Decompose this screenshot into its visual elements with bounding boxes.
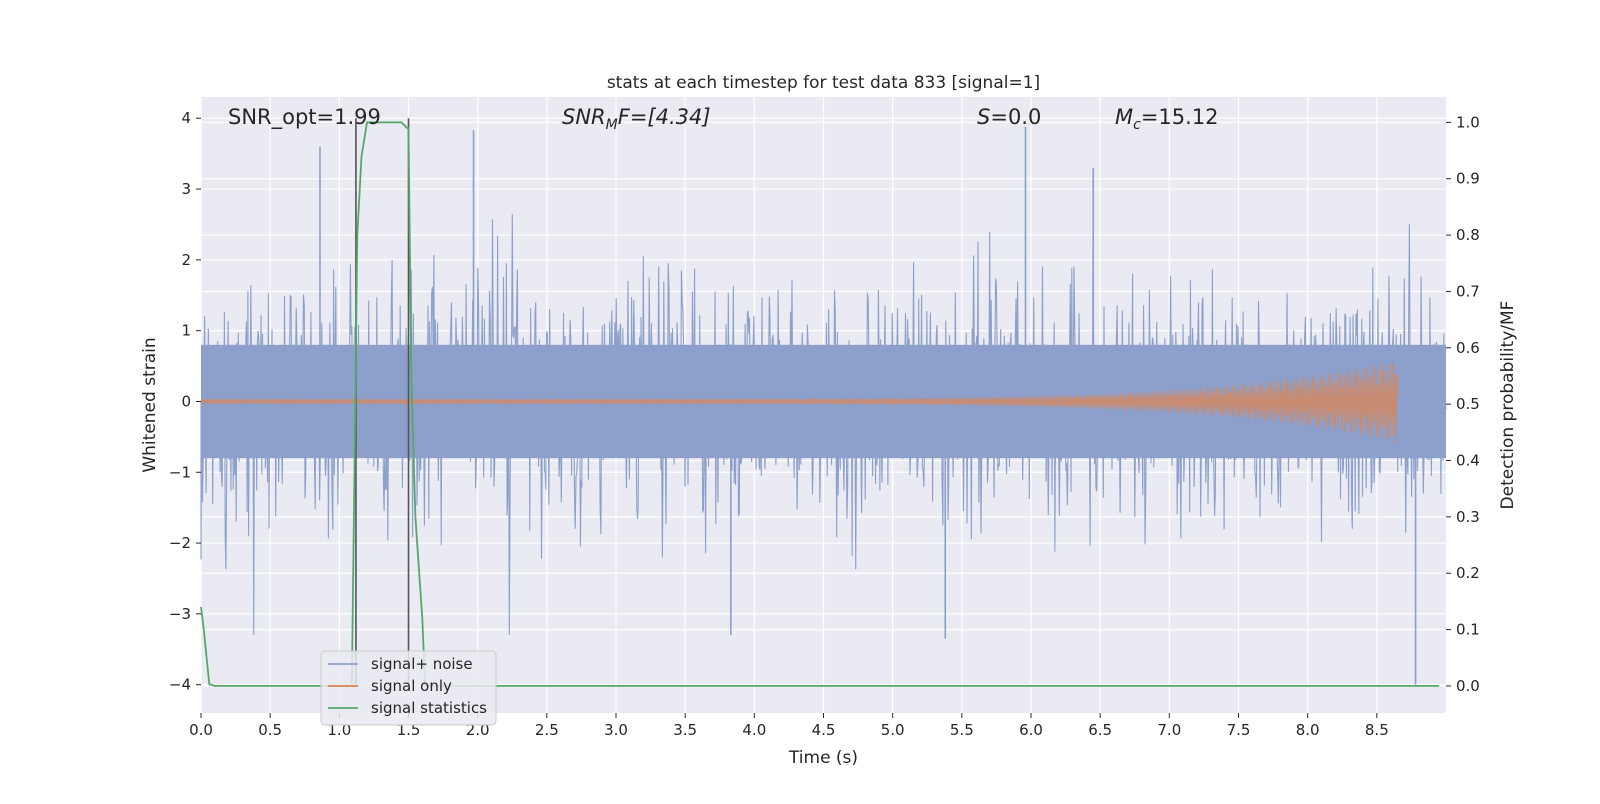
- annotation-s: S=0.0: [977, 105, 1041, 129]
- x-tick-label: 2.5: [535, 721, 559, 739]
- y-right-tick-label: 0.5: [1456, 395, 1480, 413]
- annotation-mc-rest: =15.12: [1141, 105, 1219, 129]
- x-tick-label: 8.5: [1365, 721, 1389, 739]
- signal-trace: [200, 361, 1399, 443]
- legend-label-signal-only: signal only: [371, 677, 452, 695]
- y-tick-label: −1: [169, 463, 191, 481]
- x-axis-label: Time (s): [788, 748, 858, 768]
- y-right-tick-label: 0.3: [1456, 508, 1480, 526]
- y-tick-label: 4: [181, 109, 191, 127]
- y-tick-label: −4: [169, 676, 191, 694]
- y-right-tick-label: 0.1: [1456, 621, 1480, 639]
- annotation-snr-opt: SNR_opt=1.99: [228, 105, 381, 130]
- x-tick-label: 6.5: [1088, 721, 1112, 739]
- legend-label-signal-noise: signal+ noise: [371, 655, 473, 673]
- y-right-tick-label: 0.7: [1456, 282, 1480, 300]
- x-tick-label: 5.5: [950, 721, 974, 739]
- x-tick-label: 8.0: [1296, 721, 1320, 739]
- annotation-mc-sub: c: [1133, 117, 1141, 133]
- y-tick-label: 3: [181, 180, 191, 198]
- series-signal-only: [200, 361, 1399, 443]
- y-axis-right-label: Detection probability/MF: [1498, 301, 1518, 510]
- x-tick-label: 7.0: [1157, 721, 1181, 739]
- y-tick-label: 1: [181, 322, 191, 340]
- series-signal-statistics: [200, 121, 1440, 687]
- y-tick-label: 2: [181, 251, 191, 269]
- x-tick-label: 3.0: [604, 721, 628, 739]
- chart-title: stats at each timestep for test data 833…: [607, 73, 1040, 93]
- x-tick-label: 6.0: [1019, 721, 1043, 739]
- annotation-mc-main: M: [1115, 105, 1133, 129]
- x-tick-label: 0.5: [258, 721, 282, 739]
- legend-label-signal-statistics: signal statistics: [371, 699, 487, 717]
- y-right-tick-label: 0.9: [1456, 170, 1480, 188]
- annotation-snr-mf: SNRMF=[4.34]: [562, 105, 711, 133]
- legend-box: [320, 650, 497, 726]
- ticks: 0.0 0.5 1.0 1.5 2.0 2.5 3.0 3.5 4.0 4.5 5.0 5.5 6.0 6…: [169, 109, 1480, 739]
- annotation-snr-mf-rest: F=[4.34]: [618, 105, 711, 129]
- y-tick-label: −3: [169, 605, 191, 623]
- x-tick-label: 7.5: [1227, 721, 1251, 739]
- annotation-snr-mf-main: SNR: [562, 105, 606, 129]
- y-tick-label: 0: [181, 392, 191, 410]
- annotation-s-rest: =0.0: [990, 105, 1041, 129]
- y-axis-label: Whitened strain: [140, 337, 160, 472]
- y-right-tick-label: 0.8: [1456, 226, 1480, 244]
- y-right-tick-label: 0.4: [1456, 452, 1480, 470]
- y-tick-label: −2: [169, 534, 191, 552]
- y-right-tick-label: 1.0: [1456, 113, 1480, 131]
- legend: signal+ noise signal only signal statist…: [320, 650, 497, 726]
- y-right-tick-label: 0.0: [1456, 677, 1480, 695]
- x-tick-label: 4.0: [742, 721, 766, 739]
- x-tick-label: 5.0: [881, 721, 905, 739]
- y-right-tick-label: 0.2: [1456, 564, 1480, 582]
- statistics-line: [200, 121, 1440, 687]
- x-tick-label: 3.5: [673, 721, 697, 739]
- x-tick-label: 0.0: [189, 721, 213, 739]
- annotation-mc: Mc=15.12: [1115, 105, 1219, 133]
- y-right-tick-label: 0.6: [1456, 339, 1480, 357]
- x-tick-label: 4.5: [812, 721, 836, 739]
- annotation-s-main: S: [977, 105, 990, 129]
- annotation-snr-mf-sub: M: [606, 117, 618, 133]
